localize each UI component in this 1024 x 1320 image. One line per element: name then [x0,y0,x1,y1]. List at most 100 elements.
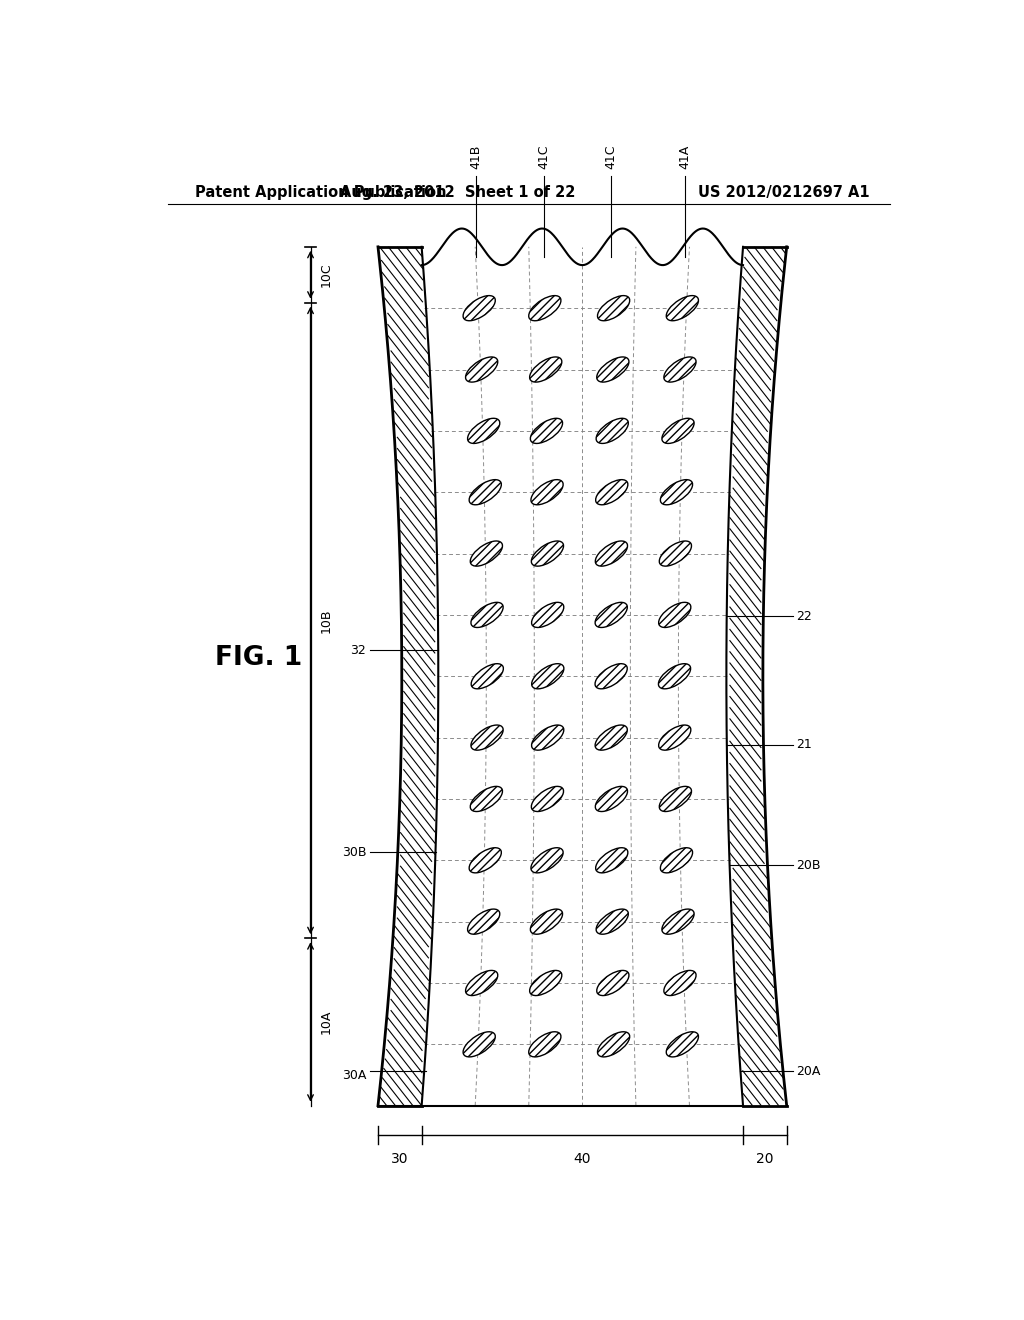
Text: 41C: 41C [538,144,550,169]
Ellipse shape [658,602,691,627]
Ellipse shape [664,356,696,381]
Ellipse shape [660,847,692,873]
Ellipse shape [597,1032,630,1057]
Ellipse shape [468,418,500,444]
Ellipse shape [596,479,628,504]
Text: 30: 30 [391,1152,409,1167]
Text: 10C: 10C [321,263,333,286]
Ellipse shape [662,418,694,444]
Ellipse shape [468,909,500,935]
Ellipse shape [531,602,564,627]
Ellipse shape [531,725,564,750]
Ellipse shape [469,847,502,873]
Ellipse shape [528,296,561,321]
Ellipse shape [530,909,562,935]
Ellipse shape [597,1032,630,1057]
Ellipse shape [658,725,691,750]
Ellipse shape [664,356,696,381]
Text: 41B: 41B [470,144,482,169]
Ellipse shape [659,787,691,812]
Ellipse shape [531,664,564,689]
Ellipse shape [664,970,696,995]
Ellipse shape [667,296,698,321]
Ellipse shape [660,479,692,504]
Ellipse shape [529,970,562,995]
Ellipse shape [466,970,498,995]
Ellipse shape [528,296,561,321]
Ellipse shape [595,725,628,750]
Text: 20A: 20A [797,1065,820,1078]
Text: Aug. 23, 2012  Sheet 1 of 22: Aug. 23, 2012 Sheet 1 of 22 [340,185,575,201]
Ellipse shape [531,602,564,627]
Ellipse shape [531,541,563,566]
Ellipse shape [528,1032,561,1057]
Ellipse shape [597,970,629,995]
Ellipse shape [530,479,563,504]
Text: 10B: 10B [321,609,333,632]
Ellipse shape [466,356,498,381]
Ellipse shape [529,356,562,381]
Ellipse shape [662,909,694,935]
Ellipse shape [595,787,628,812]
Text: US 2012/0212697 A1: US 2012/0212697 A1 [698,185,870,201]
Ellipse shape [596,479,628,504]
Ellipse shape [660,847,692,873]
Ellipse shape [528,1032,561,1057]
Ellipse shape [658,664,690,689]
Ellipse shape [470,541,503,566]
Ellipse shape [470,541,503,566]
Ellipse shape [530,909,562,935]
Ellipse shape [658,725,691,750]
Ellipse shape [463,296,496,321]
Ellipse shape [596,847,628,873]
Text: 22: 22 [797,610,812,623]
Text: 41A: 41A [679,144,691,169]
Text: FIG. 1: FIG. 1 [215,645,302,672]
Text: 20: 20 [756,1152,773,1167]
Ellipse shape [659,541,691,566]
Ellipse shape [597,356,629,381]
Ellipse shape [595,787,628,812]
Ellipse shape [531,541,563,566]
Ellipse shape [597,356,629,381]
Ellipse shape [596,418,629,444]
Text: 20B: 20B [797,859,820,871]
Ellipse shape [659,787,691,812]
Ellipse shape [529,970,562,995]
Ellipse shape [664,970,696,995]
Ellipse shape [595,602,628,627]
Ellipse shape [471,602,503,627]
Ellipse shape [468,418,500,444]
Ellipse shape [597,296,630,321]
Ellipse shape [531,664,564,689]
Ellipse shape [596,909,629,935]
Ellipse shape [660,479,692,504]
Ellipse shape [468,909,500,935]
Ellipse shape [597,970,629,995]
Ellipse shape [662,909,694,935]
Ellipse shape [470,787,503,812]
Ellipse shape [595,725,628,750]
Ellipse shape [530,479,563,504]
Ellipse shape [595,541,628,566]
Ellipse shape [471,664,504,689]
Ellipse shape [471,664,504,689]
Ellipse shape [597,296,630,321]
Ellipse shape [667,1032,698,1057]
Ellipse shape [596,909,629,935]
Ellipse shape [469,847,502,873]
Ellipse shape [466,970,498,995]
Ellipse shape [471,725,503,750]
Ellipse shape [463,1032,496,1057]
Ellipse shape [531,787,563,812]
Text: 40: 40 [573,1152,591,1167]
Ellipse shape [469,479,502,504]
Ellipse shape [530,418,562,444]
Ellipse shape [530,847,563,873]
Ellipse shape [531,787,563,812]
Ellipse shape [530,418,562,444]
Text: 10A: 10A [321,1010,333,1034]
Ellipse shape [531,725,564,750]
Ellipse shape [471,602,503,627]
Ellipse shape [667,296,698,321]
